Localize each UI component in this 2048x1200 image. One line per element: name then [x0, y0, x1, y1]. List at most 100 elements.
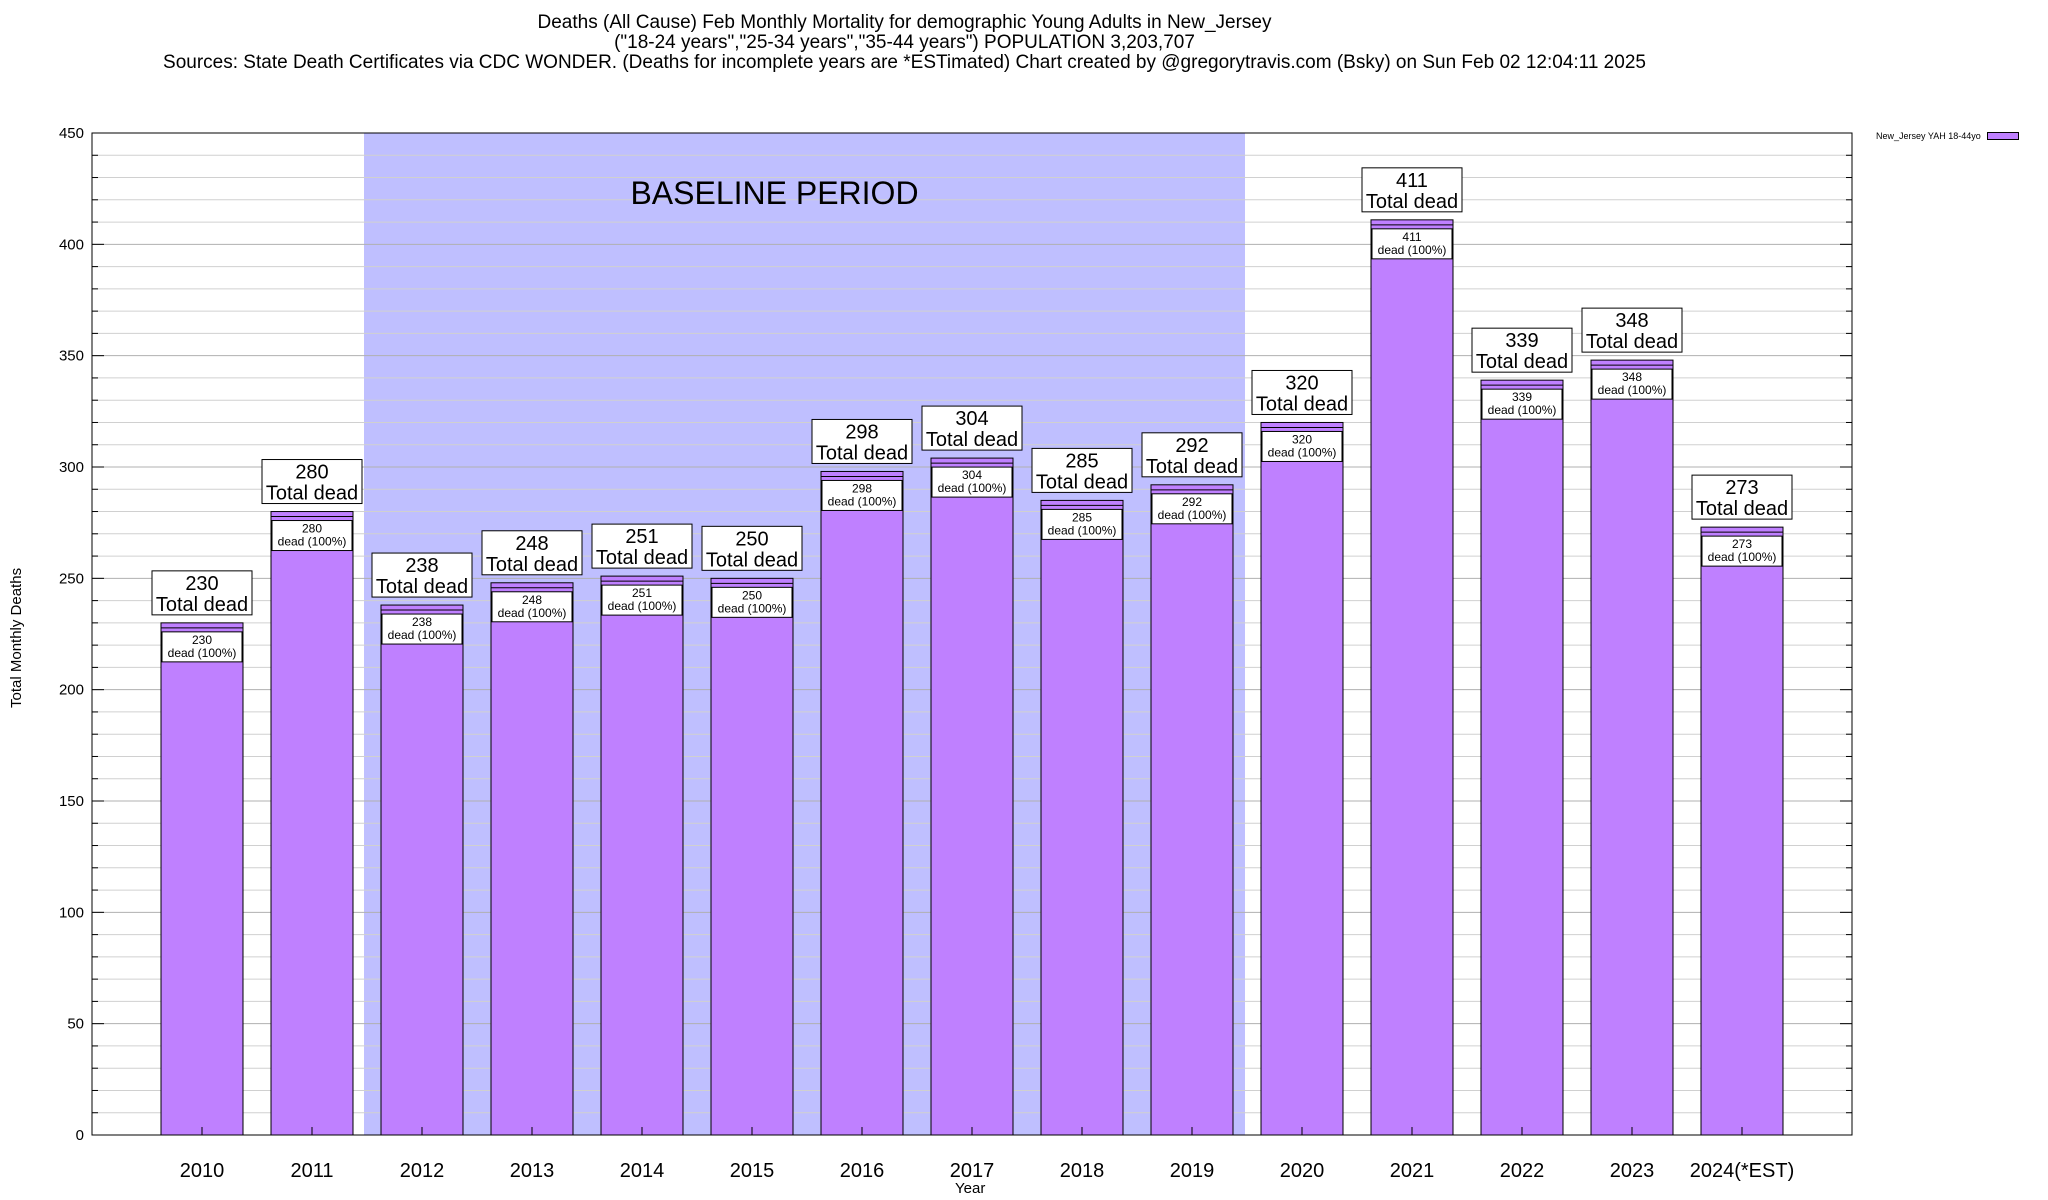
- x-tick-label: 2014: [620, 1160, 665, 1182]
- x-tick-label: 2012: [400, 1160, 445, 1182]
- inner-value-label: 339: [1512, 390, 1532, 404]
- total-value-label: 238: [405, 555, 438, 577]
- bar: [1700, 526, 1784, 1136]
- total-label-box: [1361, 167, 1463, 213]
- total-text-label: Total dead: [596, 547, 688, 569]
- inner-label-box: [1151, 493, 1233, 525]
- inner-value-label: 304: [962, 468, 982, 482]
- inner-label-box: [1591, 368, 1673, 400]
- total-label-box: [1251, 369, 1353, 415]
- inner-value-label: 251: [632, 586, 652, 600]
- x-tick-label: 2019: [1170, 1160, 1215, 1182]
- bar: [490, 582, 574, 1136]
- total-value-label: 339: [1505, 330, 1538, 352]
- total-label-box: [921, 405, 1023, 451]
- inner-label-box: [1701, 535, 1783, 567]
- bar: [1150, 484, 1234, 1136]
- total-label-box: [371, 552, 473, 598]
- x-tick-label: 2015: [730, 1160, 775, 1182]
- bar: [1040, 499, 1124, 1136]
- inner-value-label: 411: [1402, 230, 1421, 244]
- bar: [1590, 359, 1674, 1136]
- y-tick-label: 50: [67, 1016, 84, 1033]
- inner-value-label: 238: [412, 615, 432, 629]
- bar: [160, 622, 244, 1136]
- inner-percent-label: dead (100%): [828, 494, 897, 508]
- inner-percent-label: dead (100%): [1378, 243, 1447, 257]
- total-value-label: 292: [1175, 435, 1208, 457]
- baseline-label: BASELINE PERIOD: [630, 175, 918, 211]
- inner-label-box: [1481, 388, 1563, 420]
- x-tick-label: 2022: [1500, 1160, 1545, 1182]
- bar: [1370, 219, 1454, 1136]
- total-value-label: 273: [1725, 477, 1758, 499]
- inner-percent-label: dead (100%): [1708, 550, 1777, 564]
- legend-swatch: [1986, 132, 2019, 140]
- total-label-box: [591, 523, 693, 569]
- inner-label-box: [1041, 508, 1123, 540]
- total-text-label: Total dead: [706, 549, 798, 571]
- inner-label-box: [711, 586, 793, 618]
- inner-percent-label: dead (100%): [1488, 403, 1557, 417]
- inner-label-box: [1371, 228, 1453, 260]
- y-tick-label: 0: [76, 1127, 84, 1144]
- x-tick-label: 2011: [290, 1160, 333, 1182]
- bar: [710, 577, 794, 1136]
- total-value-label: 251: [625, 526, 658, 548]
- chart-subtitle: ("18-24 years","25-34 years","35-44 year…: [614, 32, 1195, 53]
- x-tick-label: 2020: [1280, 1160, 1325, 1182]
- inner-percent-label: dead (100%): [938, 481, 1007, 495]
- inner-value-label: 292: [1182, 495, 1202, 509]
- total-text-label: Total dead: [266, 483, 358, 505]
- inner-percent-label: dead (100%): [718, 601, 787, 615]
- inner-value-label: 298: [852, 481, 872, 495]
- inner-label-box: [931, 466, 1013, 498]
- total-text-label: Total dead: [1366, 191, 1458, 213]
- total-text-label: Total dead: [1696, 498, 1788, 520]
- y-tick-label: 350: [59, 348, 84, 365]
- total-value-label: 280: [295, 462, 328, 484]
- total-label-box: [1031, 447, 1133, 493]
- inner-percent-label: dead (100%): [498, 606, 567, 620]
- total-text-label: Total dead: [156, 594, 248, 616]
- inner-percent-label: dead (100%): [1158, 508, 1227, 522]
- total-value-label: 411: [1396, 170, 1428, 192]
- x-tick-label: 2021: [1390, 1160, 1435, 1182]
- bar: [600, 575, 684, 1136]
- total-text-label: Total dead: [1586, 331, 1678, 353]
- inner-value-label: 248: [522, 593, 542, 607]
- inner-percent-label: dead (100%): [388, 628, 457, 642]
- x-tick-label: 2013: [510, 1160, 555, 1182]
- inner-label-box: [381, 613, 463, 645]
- total-text-label: Total dead: [926, 429, 1018, 451]
- total-value-label: 248: [515, 533, 548, 555]
- total-label-box: [151, 570, 253, 616]
- bar: [1480, 379, 1564, 1136]
- inner-label-box: [491, 591, 573, 623]
- total-text-label: Total dead: [1146, 456, 1238, 478]
- inner-label-box: [161, 631, 243, 663]
- total-value-label: 285: [1065, 450, 1098, 472]
- total-value-label: 298: [845, 421, 878, 443]
- bar: [930, 457, 1014, 1136]
- total-value-label: 304: [955, 408, 988, 430]
- inner-value-label: 273: [1732, 537, 1752, 551]
- total-label-box: [1691, 474, 1793, 520]
- x-tick-label: 2010: [180, 1160, 225, 1182]
- inner-value-label: 280: [302, 522, 322, 536]
- x-tick-label: 2018: [1060, 1160, 1105, 1182]
- inner-value-label: 250: [742, 588, 762, 602]
- total-label-box: [1581, 307, 1683, 353]
- inner-label-box: [271, 520, 353, 552]
- total-text-label: Total dead: [376, 576, 468, 598]
- bar: [1260, 421, 1344, 1136]
- x-tick-label: 2017: [950, 1160, 995, 1182]
- x-tick-label: 2024(*EST): [1690, 1160, 1795, 1182]
- legend: New_Jersey YAH 18-44yo: [1876, 131, 2019, 141]
- total-label-box: [261, 459, 363, 505]
- total-text-label: Total dead: [486, 554, 578, 576]
- y-tick-label: 450: [59, 125, 84, 142]
- total-text-label: Total dead: [816, 442, 908, 464]
- bar: [380, 604, 464, 1136]
